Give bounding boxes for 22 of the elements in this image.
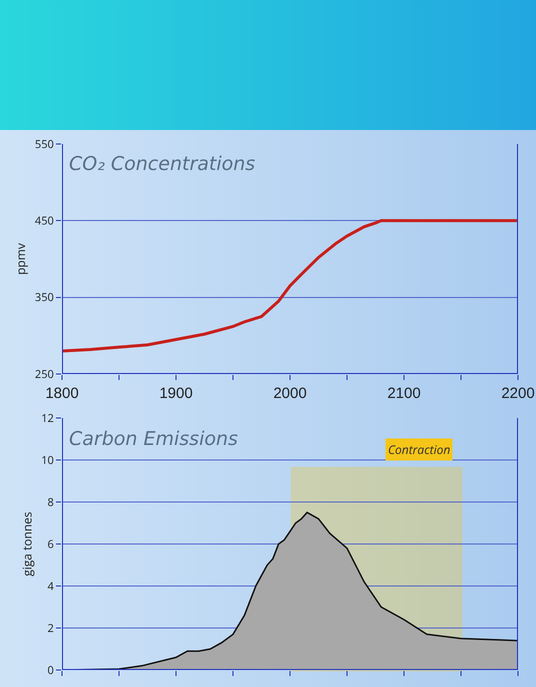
text: Carbon Emissions	[69, 428, 238, 450]
y-axis-title: ppmv	[12, 243, 30, 275]
x-tick-label: 2000	[273, 385, 307, 402]
y-tick-label: 4	[48, 578, 55, 594]
y-tick-label: 8	[48, 494, 54, 510]
band-label: Contraction	[388, 441, 450, 458]
text: CO₂ Concentrations	[69, 153, 256, 175]
y-tick-label: 2	[48, 620, 54, 636]
y-tick-label: 350	[34, 290, 54, 306]
x-tick-label: 2100	[387, 385, 421, 402]
y-tick-label: 12	[41, 410, 54, 426]
y-tick-label: 250	[34, 366, 54, 382]
x-tick-label: 1900	[159, 385, 193, 402]
y-tick-label: 0	[48, 662, 54, 678]
x-tick-label: 1800	[45, 385, 79, 402]
y-tick-label: 550	[34, 136, 54, 152]
line-series	[62, 219, 518, 352]
x-tick-label: 2200	[501, 385, 535, 402]
y-axis-title: giga tonnes	[18, 511, 36, 576]
y-tick-label: 6	[48, 536, 54, 552]
y-tick-label: 450	[34, 214, 54, 229]
y-tick-label: 10	[41, 452, 54, 468]
